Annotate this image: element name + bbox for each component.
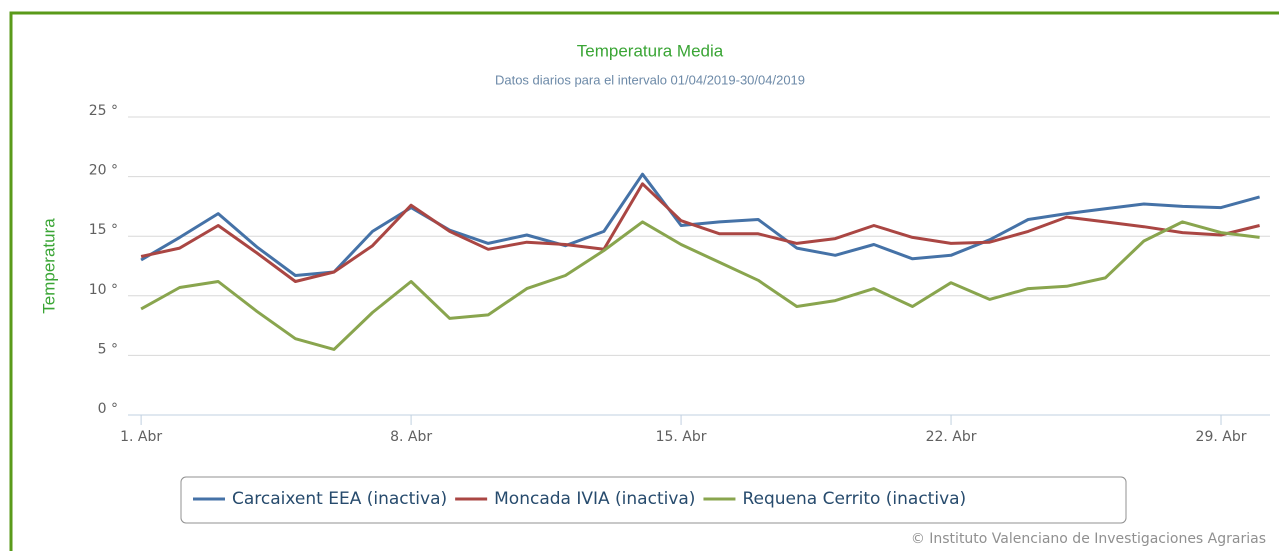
- credit: © Instituto Valenciano de Investigacione…: [911, 531, 1266, 547]
- y-tick-label: 10 °: [89, 282, 118, 298]
- series-line: [140, 182, 1260, 283]
- x-tick-label: 29. Abr: [1196, 429, 1247, 445]
- chart-subtitle: Datos diarios para el intervalo 01/04/20…: [495, 72, 805, 87]
- x-tick-label: 8. Abr: [390, 429, 432, 445]
- legend-label: Moncada IVIA (inactiva): [494, 489, 695, 509]
- legend-label: Carcaixent EEA (inactiva): [232, 489, 447, 509]
- series-line: [140, 220, 1260, 351]
- legend-box: [180, 476, 1127, 524]
- chart-title: Temperatura Media: [577, 41, 724, 60]
- x-tick-label: 1. Abr: [120, 429, 162, 445]
- x-tick-label: 22. Abr: [926, 429, 977, 445]
- series-line: [140, 172, 1261, 277]
- y-tick-label: 25 °: [89, 103, 118, 119]
- x-tick-label: 15. Abr: [656, 429, 707, 445]
- legend-label: Requena Cerrito (inactiva): [742, 489, 966, 509]
- y-tick-label: 15 °: [89, 222, 118, 238]
- y-tick-label: 20 °: [89, 163, 118, 179]
- frame: [9, 11, 1279, 551]
- y-axis-title: Temperatura: [39, 218, 58, 314]
- y-tick-label: 0 °: [98, 401, 118, 417]
- y-tick-label: 5 °: [98, 341, 118, 357]
